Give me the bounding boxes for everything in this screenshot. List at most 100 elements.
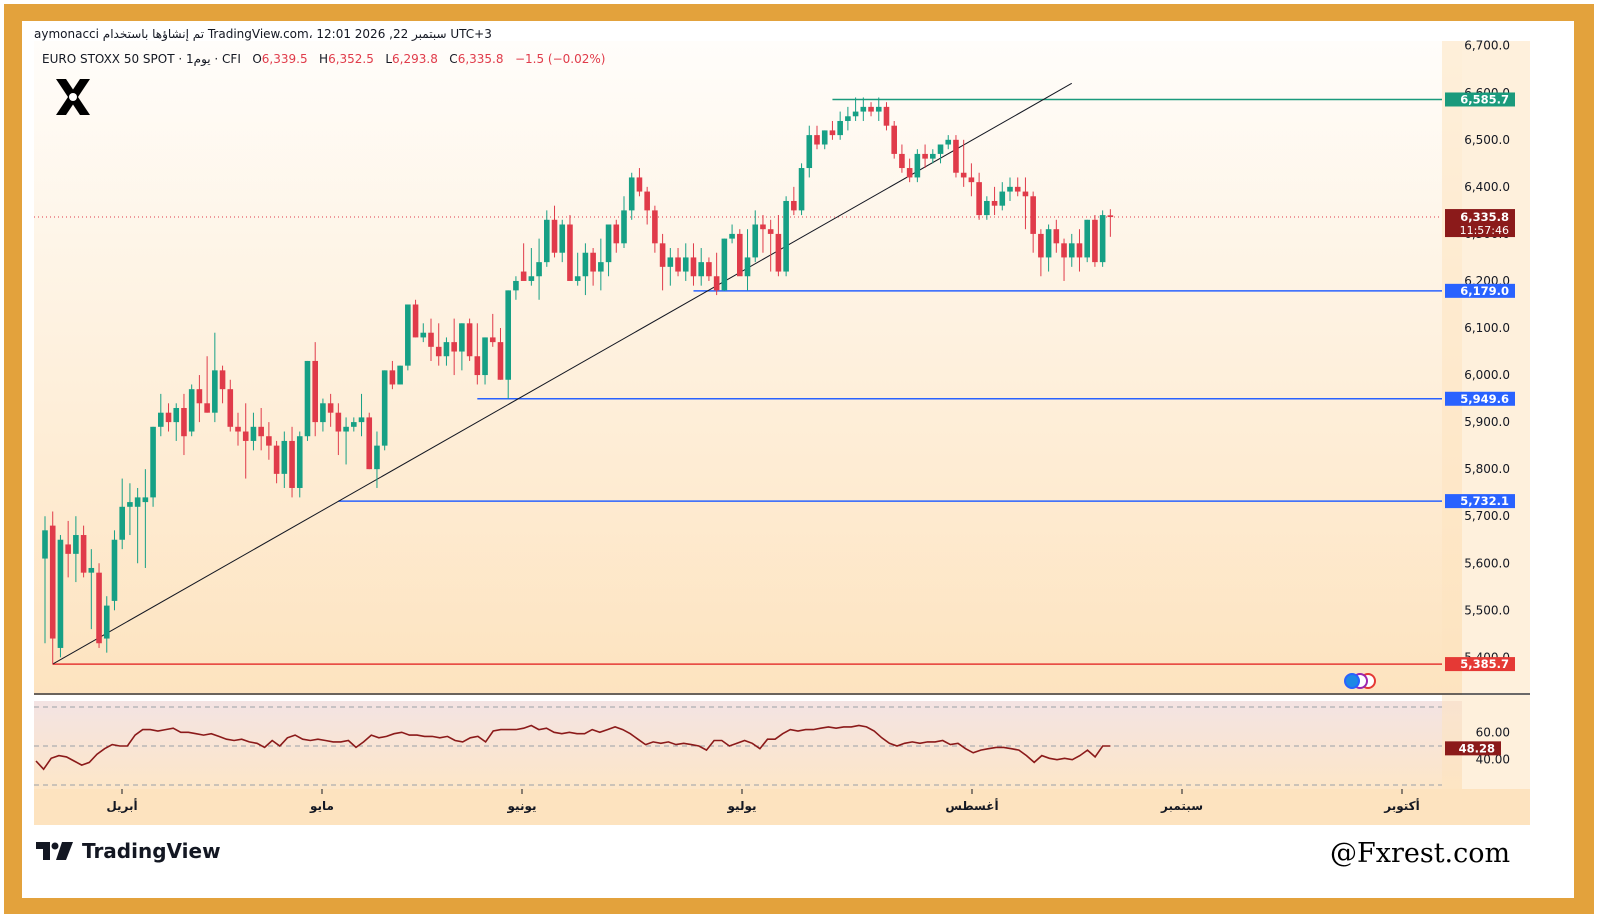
candle <box>644 186 650 225</box>
candle <box>96 563 102 648</box>
candle <box>752 210 759 263</box>
candle <box>899 144 905 173</box>
candle <box>791 186 797 216</box>
candle-body <box>914 153 921 178</box>
candle-body <box>281 440 288 474</box>
symbol-legend[interactable]: EURO STOXX 50 SPOT · 1يوم · CFI O6,339.5… <box>42 52 605 66</box>
trendline[interactable] <box>52 82 1073 665</box>
candle <box>960 139 967 187</box>
level-badge-label: 5,949.6 <box>1460 392 1509 406</box>
candle <box>428 318 434 361</box>
level-badge-label: 5,385.7 <box>1460 657 1509 671</box>
candle-body <box>791 200 797 211</box>
candle-body <box>721 238 728 291</box>
candle <box>1045 224 1052 272</box>
candle-body <box>435 346 442 357</box>
rsi-line <box>35 724 1111 771</box>
open-value: 6,339.5 <box>261 52 308 66</box>
candle-body <box>266 436 272 446</box>
candle <box>489 313 496 347</box>
candle-body <box>1022 191 1029 197</box>
candle <box>327 393 334 427</box>
candle-body <box>119 506 125 540</box>
candle <box>219 365 226 404</box>
candle-body <box>752 224 759 258</box>
candle <box>875 97 882 121</box>
candle <box>389 360 396 390</box>
candle-body <box>49 525 56 639</box>
candle <box>88 549 95 630</box>
candle <box>821 130 828 150</box>
candle <box>1107 209 1114 237</box>
candle-body <box>258 426 264 437</box>
candle-body <box>1014 186 1021 192</box>
candle-body <box>181 407 187 437</box>
candle-body <box>528 276 535 281</box>
candle-body <box>474 356 481 376</box>
candle-body <box>605 224 612 263</box>
high-value: 6,352.5 <box>328 52 374 66</box>
candle-body <box>737 233 743 277</box>
candle-body <box>775 233 782 272</box>
candle <box>968 163 975 197</box>
level-badge-label: 6,179.0 <box>1460 284 1509 298</box>
candle-body <box>845 116 851 121</box>
candle <box>443 337 450 366</box>
candle-body <box>358 417 365 423</box>
candle-body <box>536 262 542 277</box>
candle-body <box>682 257 689 272</box>
level-badge <box>1445 391 1515 406</box>
tradingview-wordmark: TradingView <box>82 839 221 863</box>
candle <box>474 323 481 385</box>
candle-body <box>1038 233 1044 258</box>
candle-body <box>204 403 210 413</box>
candle <box>266 422 272 460</box>
time-tick-label: أكتوبر <box>1383 798 1419 814</box>
candle <box>860 97 867 121</box>
symbol-name[interactable]: EURO STOXX 50 SPOT · 1يوم · CFI <box>42 52 241 66</box>
candle-body <box>821 130 828 145</box>
candle <box>351 417 357 432</box>
candle <box>829 120 836 140</box>
chart-svg[interactable]: 6,700.06,600.06,500.06,400.06,300.06,200… <box>22 21 1574 898</box>
candle <box>520 243 527 281</box>
high-label: H <box>319 52 329 66</box>
candle <box>459 323 465 371</box>
candle <box>165 403 172 432</box>
candle <box>381 370 388 451</box>
candle <box>675 248 681 277</box>
candle-body <box>273 445 280 474</box>
candle-body <box>760 224 766 230</box>
rsi-value-badge <box>1445 741 1501 756</box>
horizontal-levels <box>34 98 1442 665</box>
candle <box>567 215 573 281</box>
tradingview-brand[interactable]: TradingView <box>36 839 221 863</box>
candle-body <box>883 106 890 126</box>
current-price-label: 6,335.8 <box>1460 210 1509 224</box>
candle-body <box>219 370 226 390</box>
candle <box>173 403 180 441</box>
candle <box>435 323 442 366</box>
candle-body <box>544 219 550 263</box>
candle <box>73 516 79 583</box>
candle-body <box>659 243 666 267</box>
candle <box>405 304 411 371</box>
time-axis: أبريل مايو يونيو يوليو أغسطس سبتمبر أكتوبر <box>106 789 1420 814</box>
candle-body <box>103 605 110 639</box>
candle <box>914 149 921 183</box>
candle <box>536 238 542 300</box>
candle <box>621 196 627 249</box>
price-tick-label: 6,500.0 <box>1464 133 1510 147</box>
candle <box>335 403 342 456</box>
candle <box>289 426 295 498</box>
candle-body <box>381 370 388 446</box>
candle <box>906 158 913 183</box>
events-icon[interactable] <box>1344 673 1376 689</box>
candle <box>1099 210 1106 267</box>
time-tick-label: يونيو <box>507 799 537 814</box>
main-pane-background <box>34 41 1462 695</box>
candle <box>80 525 87 578</box>
current-price-badge <box>1445 209 1515 238</box>
candle-body <box>698 262 704 277</box>
time-axis-background <box>34 789 1530 825</box>
